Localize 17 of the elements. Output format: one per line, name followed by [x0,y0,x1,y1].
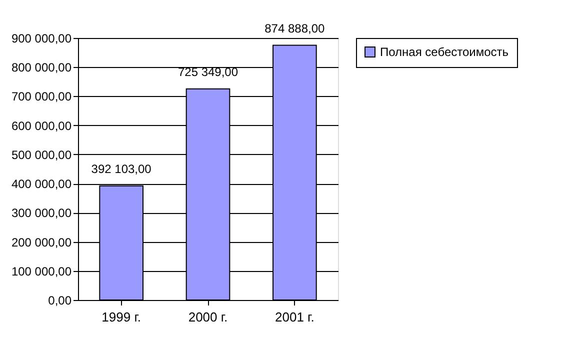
y-tick-label: 400 000,00 [11,177,72,192]
y-tick-label: 200 000,00 [11,235,72,250]
y-tick-label: 900 000,00 [11,32,72,46]
legend-label: Полная себестоимость [380,45,509,59]
x-tick-label: 2001 г. [275,310,314,324]
x-tick-label: 1999 г. [102,310,141,324]
y-tick-label: 600 000,00 [11,118,72,133]
y-tick-label: 300 000,00 [11,206,72,220]
y-tick-label: 700 000,00 [11,90,72,104]
data-label: 725 349,00 [178,64,238,79]
y-tick-label: 500 000,00 [11,148,72,162]
y-tick-label: 100 000,00 [11,264,72,278]
data-label: 874 888,00 [264,21,326,36]
y-tick-label: 800 000,00 [11,60,72,75]
data-label: 392 103,00 [91,162,152,176]
y-tick-label: 0,00 [48,294,72,308]
x-tick-label: 2000 г. [188,310,228,324]
